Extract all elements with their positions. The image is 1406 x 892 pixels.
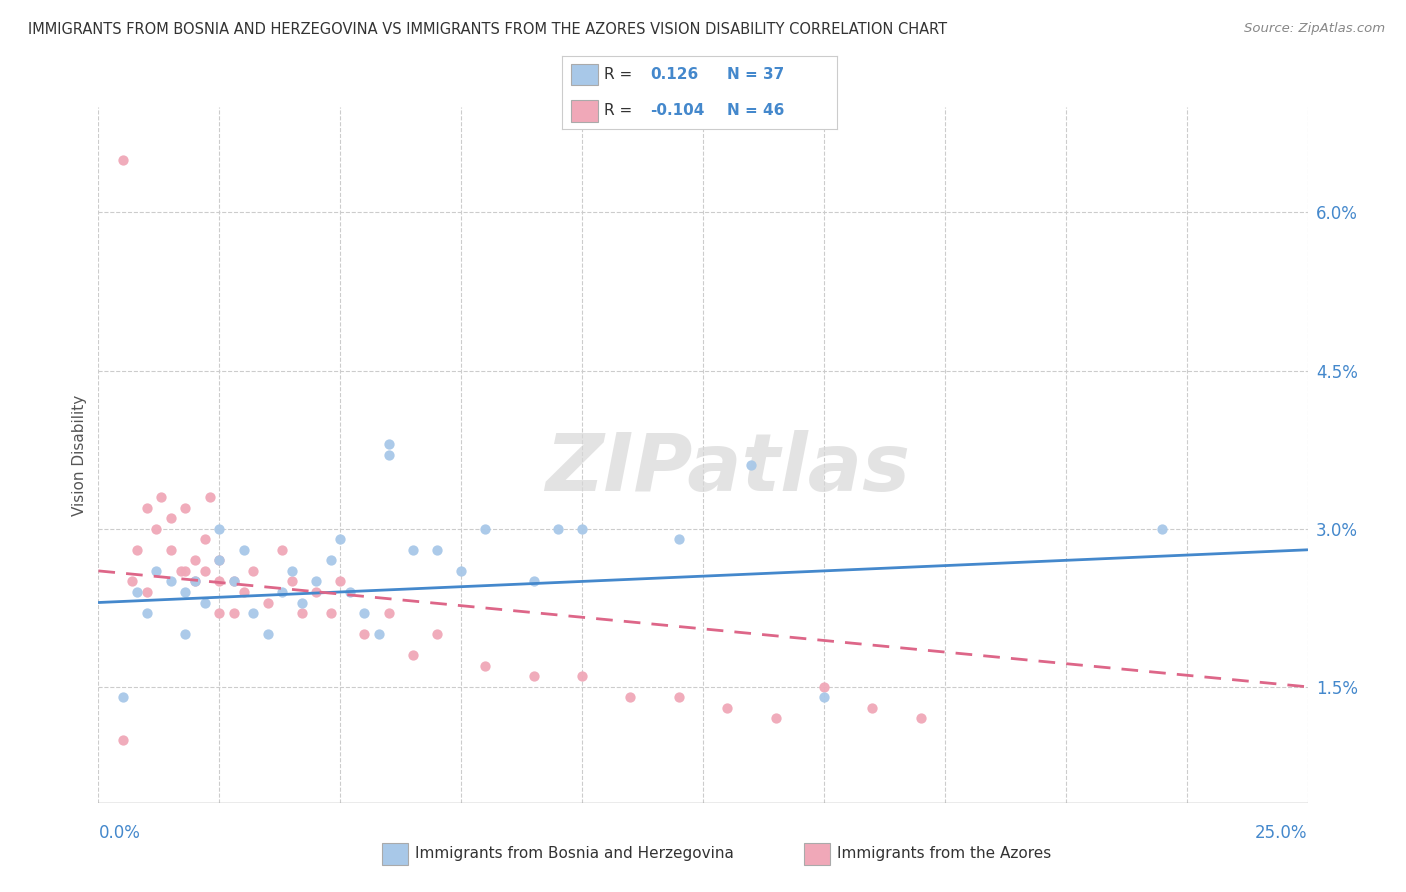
Point	[222, 574, 245, 589]
Point	[169, 564, 191, 578]
Text: R =: R =	[603, 67, 631, 81]
Point	[184, 574, 207, 589]
Point	[256, 627, 278, 641]
Point	[619, 690, 641, 705]
Text: IMMIGRANTS FROM BOSNIA AND HERZEGOVINA VS IMMIGRANTS FROM THE AZORES VISION DISA: IMMIGRANTS FROM BOSNIA AND HERZEGOVINA V…	[28, 22, 948, 37]
Point	[271, 542, 294, 557]
Point	[571, 669, 593, 683]
Text: Immigrants from the Azores: Immigrants from the Azores	[837, 847, 1050, 861]
Point	[1152, 522, 1174, 536]
Point	[198, 490, 221, 504]
Point	[174, 500, 197, 515]
Point	[135, 606, 157, 620]
Point	[281, 564, 304, 578]
Point	[353, 606, 375, 620]
Point	[184, 553, 207, 567]
Point	[668, 690, 690, 705]
Point	[194, 564, 217, 578]
Point	[208, 574, 231, 589]
Point	[377, 448, 399, 462]
Point	[339, 585, 361, 599]
Point	[127, 585, 149, 599]
Y-axis label: Vision Disability: Vision Disability	[72, 394, 87, 516]
Point	[208, 606, 231, 620]
Point	[174, 585, 197, 599]
Point	[160, 511, 183, 525]
Point	[860, 701, 883, 715]
Point	[305, 585, 328, 599]
Point	[910, 711, 932, 725]
Point	[111, 690, 134, 705]
Point	[319, 606, 342, 620]
Point	[256, 595, 278, 609]
Text: 0.0%: 0.0%	[98, 823, 141, 842]
Point	[111, 153, 134, 167]
Point	[242, 606, 264, 620]
Point	[208, 553, 231, 567]
Point	[160, 542, 183, 557]
Point	[184, 574, 207, 589]
Point	[813, 690, 835, 705]
Point	[111, 732, 134, 747]
Point	[329, 574, 352, 589]
Point	[232, 585, 254, 599]
Point	[160, 574, 183, 589]
Point	[242, 564, 264, 578]
Point	[194, 533, 217, 547]
Point	[474, 522, 496, 536]
Point	[135, 585, 157, 599]
Point	[523, 669, 546, 683]
Point	[547, 522, 569, 536]
Point	[145, 522, 167, 536]
Point	[150, 490, 173, 504]
Point	[290, 595, 312, 609]
Point	[145, 564, 167, 578]
Point	[222, 606, 245, 620]
Point	[668, 533, 690, 547]
Text: ZIPatlas: ZIPatlas	[544, 430, 910, 508]
Point	[135, 500, 157, 515]
Point	[121, 574, 143, 589]
Point	[765, 711, 787, 725]
Point	[222, 574, 245, 589]
Point	[271, 585, 294, 599]
Point	[571, 522, 593, 536]
Point	[474, 658, 496, 673]
Point	[174, 564, 197, 578]
Text: Source: ZipAtlas.com: Source: ZipAtlas.com	[1244, 22, 1385, 36]
Point	[813, 680, 835, 694]
Point	[127, 542, 149, 557]
Point	[174, 627, 197, 641]
FancyBboxPatch shape	[571, 63, 598, 86]
Point	[281, 574, 304, 589]
Point	[377, 437, 399, 451]
Point	[329, 533, 352, 547]
Point	[305, 574, 328, 589]
Point	[353, 627, 375, 641]
Text: -0.104: -0.104	[650, 103, 704, 118]
FancyBboxPatch shape	[571, 100, 598, 122]
Text: N = 37: N = 37	[727, 67, 785, 81]
Text: 0.126: 0.126	[650, 67, 699, 81]
Point	[402, 648, 425, 663]
Point	[450, 564, 472, 578]
Point	[232, 542, 254, 557]
Point	[319, 553, 342, 567]
Point	[377, 606, 399, 620]
Point	[716, 701, 738, 715]
Text: 25.0%: 25.0%	[1256, 823, 1308, 842]
Point	[740, 458, 762, 473]
Point	[194, 595, 217, 609]
Point	[208, 522, 231, 536]
Point	[523, 574, 546, 589]
Text: Immigrants from Bosnia and Herzegovina: Immigrants from Bosnia and Herzegovina	[415, 847, 734, 861]
Point	[208, 553, 231, 567]
Point	[426, 542, 449, 557]
Text: N = 46: N = 46	[727, 103, 785, 118]
Point	[290, 606, 312, 620]
Point	[368, 627, 391, 641]
Text: R =: R =	[603, 103, 631, 118]
Point	[402, 542, 425, 557]
Point	[426, 627, 449, 641]
